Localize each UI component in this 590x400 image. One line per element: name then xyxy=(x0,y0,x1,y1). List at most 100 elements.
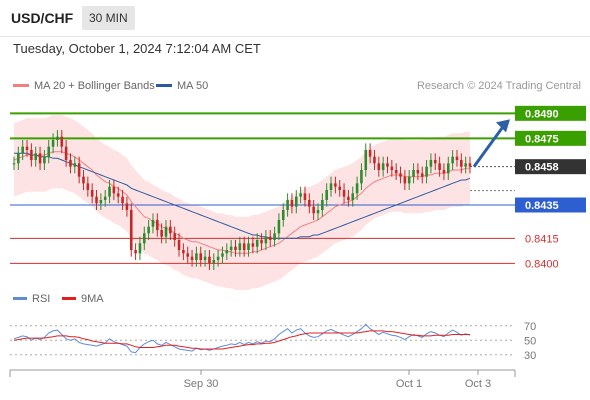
candle xyxy=(212,260,216,264)
candle xyxy=(260,240,263,244)
rsi-line xyxy=(13,323,471,354)
candle xyxy=(69,160,72,167)
candle xyxy=(182,250,185,254)
candle xyxy=(208,256,211,264)
candle xyxy=(108,186,111,197)
candle xyxy=(455,156,459,160)
candle xyxy=(51,140,55,147)
candle xyxy=(177,240,181,250)
candle xyxy=(156,220,159,230)
candle xyxy=(21,146,24,154)
level-tag-0.8458 xyxy=(515,159,586,175)
candle xyxy=(103,196,107,200)
candle xyxy=(199,253,203,260)
candle xyxy=(316,210,320,214)
ma50-line xyxy=(14,152,471,239)
candle xyxy=(95,196,98,204)
candle xyxy=(38,153,42,164)
candle xyxy=(99,200,103,204)
x-tick-label: Sep 30 xyxy=(184,378,219,390)
candle xyxy=(142,233,146,244)
candle xyxy=(451,156,454,164)
candle xyxy=(216,256,220,260)
candle xyxy=(403,176,407,184)
candle xyxy=(299,193,302,197)
projection-arrow xyxy=(472,124,506,168)
candle xyxy=(338,186,342,190)
rsi-tick-label: 50 xyxy=(524,335,536,347)
timeframe-button[interactable]: 30 MIN xyxy=(82,6,135,30)
candle xyxy=(460,160,463,167)
candle xyxy=(186,253,190,257)
legend-9ma: 9MA xyxy=(62,293,104,305)
candle xyxy=(30,150,33,160)
candle xyxy=(360,170,363,184)
credit-text: Research © 2024 Trading Central xyxy=(416,80,581,92)
level-label-0.8400: 0.8400 xyxy=(525,258,559,270)
candle xyxy=(151,220,155,227)
level-label-0.8475: 0.8475 xyxy=(525,133,559,145)
x-tick-label: Oct 3 xyxy=(465,378,491,390)
candle xyxy=(129,210,133,250)
candle xyxy=(138,243,142,254)
candle xyxy=(381,163,385,170)
legend-ma20-bb: MA 20 + Bollinger Bands xyxy=(13,80,155,92)
legend-swatch-icon xyxy=(62,296,76,300)
ma20-line xyxy=(13,151,470,254)
candle xyxy=(73,163,77,167)
candle xyxy=(195,253,198,260)
rsi-tick-label: 30 xyxy=(524,350,536,362)
legend-ma50: MA 50 xyxy=(156,80,208,92)
candle xyxy=(90,190,94,197)
candle xyxy=(247,243,250,250)
candle xyxy=(321,200,324,210)
candle xyxy=(77,163,81,177)
level-tag-0.8475 xyxy=(515,130,586,146)
candle xyxy=(442,170,446,174)
candle xyxy=(221,253,224,257)
candle xyxy=(173,233,176,240)
candle xyxy=(277,220,281,234)
candle xyxy=(429,160,433,167)
candle xyxy=(86,183,90,190)
legend-swatch-icon xyxy=(13,83,29,87)
candle xyxy=(446,163,450,174)
candle xyxy=(373,156,376,164)
candle xyxy=(312,206,315,214)
candle xyxy=(147,226,150,234)
candle xyxy=(325,190,328,200)
timestamp: Tuesday, October 1, 2024 7:12:04 AM CET xyxy=(13,41,261,56)
rsi-tick-label: 70 xyxy=(524,321,536,333)
candle xyxy=(255,240,259,247)
candle xyxy=(425,166,428,177)
candle xyxy=(264,236,268,244)
candle xyxy=(125,203,129,210)
candle xyxy=(412,170,415,177)
candle xyxy=(112,186,116,194)
legend-swatch-icon xyxy=(13,296,27,300)
legend-swatch-icon xyxy=(156,83,172,87)
candle xyxy=(160,230,163,237)
symbol-title: USD/CHF xyxy=(11,10,74,26)
candle xyxy=(290,200,294,207)
candle xyxy=(334,183,337,187)
legend-label: MA 50 xyxy=(177,80,209,92)
candle xyxy=(303,193,307,200)
candle xyxy=(468,163,472,167)
candle xyxy=(433,160,437,164)
candle xyxy=(190,256,194,260)
candle xyxy=(268,236,272,240)
candle xyxy=(390,166,394,170)
candle xyxy=(407,176,411,184)
candle xyxy=(464,163,467,167)
candle xyxy=(251,243,255,247)
candle xyxy=(47,146,51,157)
candle xyxy=(438,163,441,170)
candle xyxy=(342,190,346,197)
candle xyxy=(238,243,242,250)
candle xyxy=(121,196,124,204)
candle xyxy=(56,136,59,140)
candle xyxy=(116,193,120,197)
candle xyxy=(17,153,20,164)
